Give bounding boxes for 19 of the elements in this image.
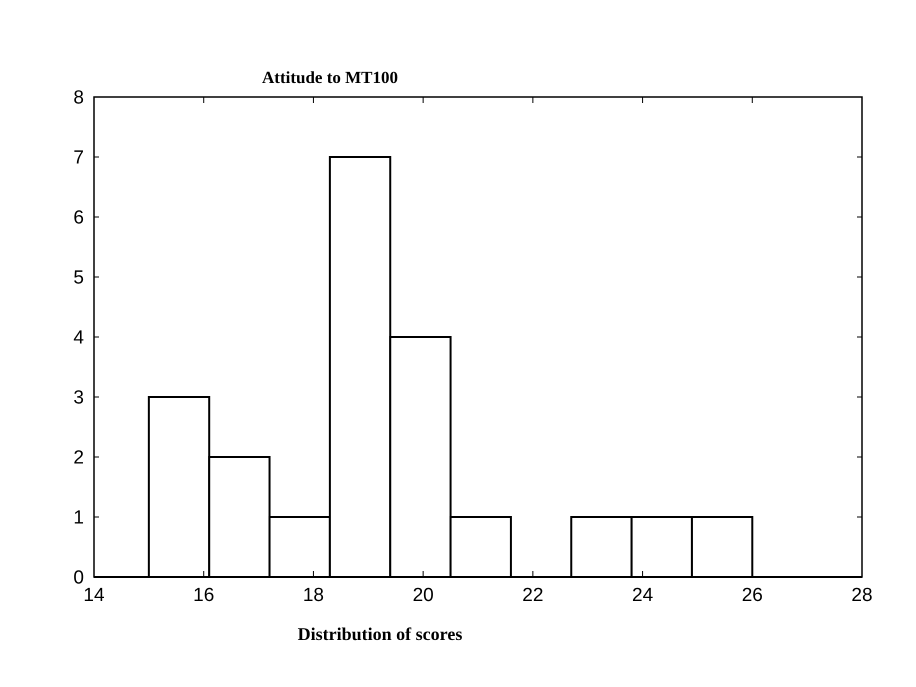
x-tick-label: 14	[83, 585, 105, 606]
x-tick-label: 24	[632, 585, 654, 606]
y-tick-label: 5	[73, 268, 84, 289]
y-tick-label: 7	[73, 148, 84, 169]
x-tick-label: 16	[193, 585, 214, 606]
chart-title: Attitude to MT100	[262, 68, 398, 87]
x-tick-label: 22	[522, 585, 544, 606]
y-tick-label: 3	[73, 388, 84, 409]
y-tick-label: 4	[73, 328, 84, 349]
x-tick-label: 18	[302, 585, 324, 606]
x-tick-label: 28	[851, 585, 873, 606]
y-tick-label: 6	[73, 208, 84, 229]
y-tick-label: 8	[73, 88, 84, 109]
x-tick-label: 26	[742, 585, 763, 606]
y-tick-label: 1	[73, 508, 84, 529]
x-tick-label: 20	[412, 585, 434, 606]
y-tick-label: 2	[73, 448, 84, 469]
x-axis-title: Distribution of scores	[298, 624, 462, 644]
y-tick-label: 0	[73, 568, 84, 589]
